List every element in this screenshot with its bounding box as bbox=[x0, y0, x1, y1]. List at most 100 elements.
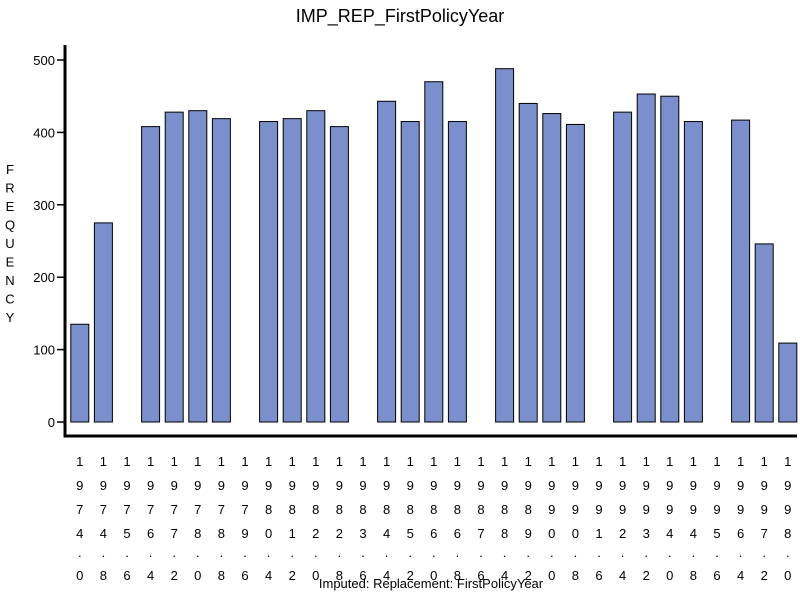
svg-text:7: 7 bbox=[100, 502, 107, 517]
svg-text:9: 9 bbox=[666, 502, 673, 517]
bar bbox=[188, 110, 208, 423]
x-tick-label: 1 9 9 7. 2 bbox=[761, 454, 768, 583]
svg-text:7: 7 bbox=[171, 502, 178, 517]
svg-text:1: 1 bbox=[713, 454, 720, 469]
x-tick-label: 1 9 7 9. 6 bbox=[241, 454, 248, 583]
x-tick-label: 1 9 8 9. 2 bbox=[525, 454, 532, 583]
x-tick-label: 1 9 7 6. 4 bbox=[147, 454, 154, 583]
svg-text:.: . bbox=[644, 545, 648, 560]
bar bbox=[377, 100, 397, 423]
x-tick-label: 1 9 9 3. 2 bbox=[643, 454, 650, 583]
svg-text:9: 9 bbox=[407, 478, 414, 493]
y-axis-ticks: 0 100 200 300 400 500 bbox=[33, 53, 65, 430]
svg-text:.: . bbox=[715, 545, 719, 560]
svg-text:9: 9 bbox=[76, 478, 83, 493]
x-tick-label: 1 9 7 5. 6 bbox=[123, 454, 130, 583]
bar bbox=[141, 126, 161, 423]
svg-text:1: 1 bbox=[289, 454, 296, 469]
svg-text:4: 4 bbox=[76, 526, 83, 541]
svg-text:6: 6 bbox=[477, 568, 484, 583]
x-tick-label: 1 9 9 4. 0 bbox=[666, 454, 673, 583]
svg-text:2: 2 bbox=[312, 526, 319, 541]
svg-text:4: 4 bbox=[619, 568, 626, 583]
svg-text:0: 0 bbox=[666, 568, 673, 583]
svg-text:9: 9 bbox=[430, 478, 437, 493]
x-tick-label: 1 9 8 0. 4 bbox=[265, 454, 272, 583]
svg-text:0: 0 bbox=[548, 526, 555, 541]
svg-text:1: 1 bbox=[761, 454, 768, 469]
svg-text:4: 4 bbox=[737, 568, 744, 583]
svg-text:1: 1 bbox=[430, 454, 437, 469]
svg-text:0: 0 bbox=[572, 526, 579, 541]
svg-text:7: 7 bbox=[761, 526, 768, 541]
x-tick-label: 1 9 8 2. 8 bbox=[336, 454, 343, 583]
svg-text:1: 1 bbox=[501, 454, 508, 469]
svg-text:8: 8 bbox=[194, 526, 201, 541]
svg-text:9: 9 bbox=[454, 478, 461, 493]
svg-text:8: 8 bbox=[359, 502, 366, 517]
bar bbox=[754, 243, 774, 423]
bar bbox=[683, 121, 703, 423]
svg-text:1: 1 bbox=[289, 526, 296, 541]
svg-text:.: . bbox=[361, 545, 365, 560]
y-axis-label-char: N bbox=[5, 273, 14, 288]
x-tick-label: 1 9 8 8. 4 bbox=[501, 454, 508, 583]
svg-text:.: . bbox=[125, 545, 129, 560]
svg-text:.: . bbox=[621, 545, 625, 560]
svg-text:.: . bbox=[762, 545, 766, 560]
svg-text:2: 2 bbox=[643, 568, 650, 583]
bar bbox=[93, 222, 113, 423]
axes bbox=[63, 45, 797, 438]
svg-text:9: 9 bbox=[123, 478, 130, 493]
svg-text:.: . bbox=[78, 545, 82, 560]
svg-text:9: 9 bbox=[501, 478, 508, 493]
svg-text:1: 1 bbox=[336, 454, 343, 469]
bar bbox=[211, 118, 231, 423]
svg-text:.: . bbox=[597, 545, 601, 560]
svg-text:1: 1 bbox=[784, 454, 791, 469]
x-tick-label: 1 9 7 8. 0 bbox=[194, 454, 201, 583]
svg-text:9: 9 bbox=[383, 478, 390, 493]
svg-text:4: 4 bbox=[501, 568, 508, 583]
svg-text:1: 1 bbox=[241, 454, 248, 469]
x-tick-label: 1 9 9 4. 8 bbox=[690, 454, 697, 583]
bar bbox=[731, 119, 751, 423]
svg-text:8: 8 bbox=[289, 502, 296, 517]
bar bbox=[542, 113, 562, 423]
svg-text:4: 4 bbox=[265, 568, 272, 583]
svg-text:9: 9 bbox=[784, 502, 791, 517]
svg-text:8: 8 bbox=[690, 568, 697, 583]
svg-text:1: 1 bbox=[312, 454, 319, 469]
svg-text:6: 6 bbox=[454, 526, 461, 541]
bar bbox=[447, 121, 467, 423]
svg-text:6: 6 bbox=[595, 568, 602, 583]
svg-text:.: . bbox=[479, 545, 483, 560]
svg-text:0: 0 bbox=[312, 568, 319, 583]
svg-text:.: . bbox=[432, 545, 436, 560]
svg-text:8: 8 bbox=[525, 502, 532, 517]
svg-text:.: . bbox=[149, 545, 153, 560]
y-axis-label-char: Y bbox=[6, 310, 15, 325]
svg-text:9: 9 bbox=[643, 502, 650, 517]
svg-text:1: 1 bbox=[643, 454, 650, 469]
svg-text:.: . bbox=[692, 545, 696, 560]
svg-text:9: 9 bbox=[595, 502, 602, 517]
svg-text:4: 4 bbox=[383, 526, 390, 541]
x-axis-label: Imputed: Replacement: FirstPolicyYear bbox=[319, 576, 544, 591]
y-axis-label-char: E bbox=[6, 255, 15, 270]
y-tick-label: 500 bbox=[33, 53, 55, 68]
svg-text:5: 5 bbox=[407, 526, 414, 541]
svg-text:1: 1 bbox=[218, 454, 225, 469]
svg-text:9: 9 bbox=[713, 502, 720, 517]
bar bbox=[495, 68, 515, 423]
y-tick-label: 300 bbox=[33, 198, 55, 213]
svg-text:.: . bbox=[172, 545, 176, 560]
x-tick-label: 1 9 7 8. 8 bbox=[218, 454, 225, 583]
svg-text:7: 7 bbox=[194, 502, 201, 517]
svg-text:9: 9 bbox=[548, 502, 555, 517]
svg-text:9: 9 bbox=[572, 478, 579, 493]
svg-text:8: 8 bbox=[501, 502, 508, 517]
svg-text:9: 9 bbox=[595, 478, 602, 493]
svg-text:1: 1 bbox=[123, 454, 130, 469]
svg-text:0: 0 bbox=[430, 568, 437, 583]
